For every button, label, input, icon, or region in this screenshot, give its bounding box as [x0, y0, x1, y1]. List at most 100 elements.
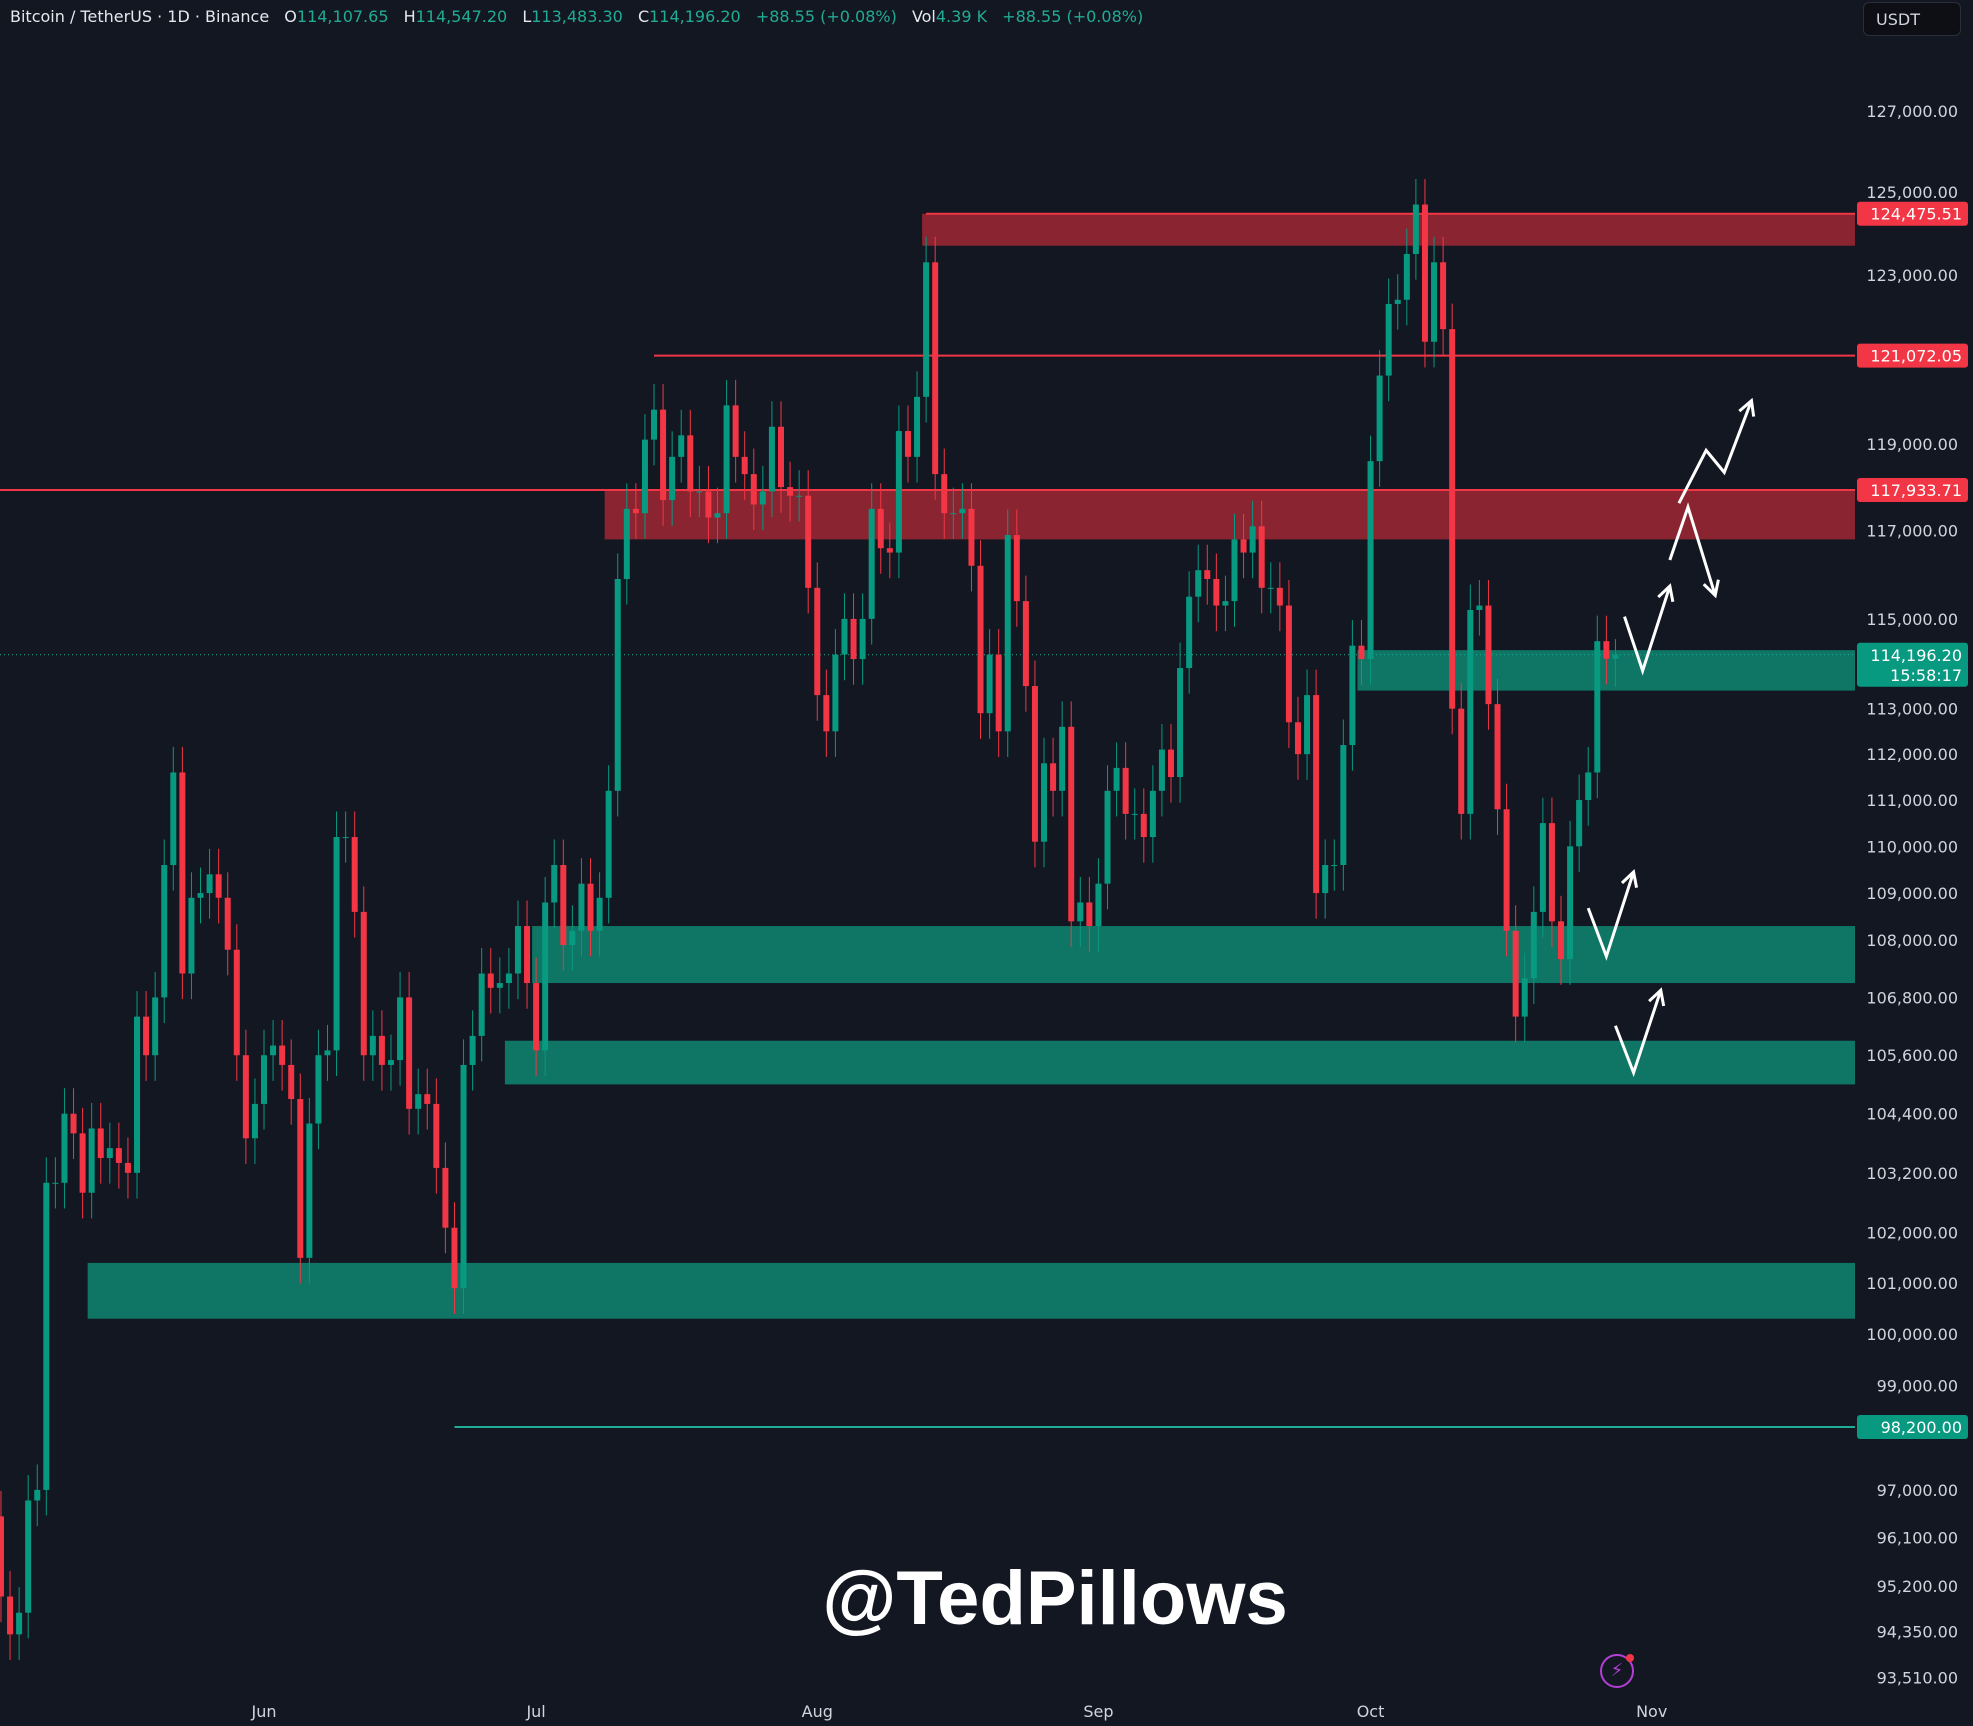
candle-body	[1086, 902, 1093, 927]
candle-body	[242, 1055, 249, 1139]
candle-body	[1603, 641, 1610, 659]
candle-body	[215, 874, 222, 898]
lightning-icon[interactable]: ⚡	[1600, 1654, 1634, 1688]
candle-body	[442, 1167, 449, 1228]
projection-path	[1668, 502, 1717, 596]
price-tag	[1857, 1414, 1968, 1439]
price-tag	[1857, 642, 1968, 687]
low-value: 113,483.30	[531, 7, 623, 26]
price-tag-label: 15:58:17	[1890, 666, 1962, 685]
candle-body	[1358, 645, 1365, 660]
candle-body	[25, 1500, 32, 1613]
candle-body	[16, 1612, 23, 1635]
candle-body	[850, 618, 857, 660]
candle-body	[932, 262, 939, 475]
candle-body	[324, 1050, 331, 1056]
candle-body	[832, 654, 839, 732]
candle-body	[1168, 749, 1174, 778]
x-tick-label: Aug	[802, 1702, 833, 1721]
arrowhead-icon	[1702, 579, 1720, 599]
candle-body	[524, 926, 531, 984]
arrowhead-icon	[1620, 869, 1639, 888]
candle-body	[134, 1016, 141, 1173]
price-tag-label: 114,196.20	[1870, 646, 1962, 665]
y-tick-label: 119,000.00	[1866, 435, 1958, 454]
x-tick-label: Oct	[1357, 1702, 1385, 1721]
candle-body	[868, 508, 875, 619]
candle-body	[995, 654, 1002, 732]
candle-body	[1204, 570, 1211, 579]
candle-body	[1013, 535, 1020, 602]
candle-body	[959, 508, 966, 514]
candle-body	[179, 772, 186, 974]
candle-body	[705, 491, 712, 518]
levels-layer	[0, 212, 1855, 1428]
price-tag	[1857, 477, 1968, 502]
candle-body	[1240, 539, 1247, 553]
candle-body	[1249, 526, 1256, 553]
candle-body	[787, 487, 794, 496]
candle-body	[814, 587, 821, 696]
candle-body	[115, 1148, 122, 1163]
candle-body	[1059, 726, 1066, 791]
candle-body	[7, 1596, 14, 1635]
x-tick-label: Nov	[1636, 1702, 1667, 1721]
candle-body	[641, 439, 648, 514]
candle-body	[61, 1113, 68, 1183]
candle-body	[877, 508, 884, 549]
y-tick-label: 99,000.00	[1877, 1376, 1958, 1395]
candle-body	[1294, 722, 1301, 755]
candle-body	[1131, 813, 1138, 815]
candle-body	[351, 837, 358, 912]
symbol-title: Bitcoin / TetherUS · 1D · Binance	[10, 7, 270, 26]
candle-body	[1222, 601, 1229, 606]
resistance-zone	[922, 213, 1855, 246]
candle-body	[542, 902, 549, 1051]
y-tick-label: 95,200.00	[1877, 1577, 1958, 1596]
candle-body	[904, 431, 911, 457]
candle-body	[478, 973, 485, 1036]
candle-body	[1322, 864, 1329, 894]
candle-body	[1050, 763, 1057, 791]
candle-body	[460, 1064, 467, 1289]
price-axis-labels: 127,000.00 125,000.00 123,000.00 119,000.00…	[1866, 102, 1958, 1687]
candle-body	[1458, 708, 1465, 814]
candle-body	[587, 883, 594, 931]
candle-body	[1213, 578, 1220, 606]
candle-body	[678, 435, 685, 457]
y-tick-label: 105,600.00	[1866, 1046, 1958, 1065]
y-tick-label: 103,200.00	[1866, 1164, 1958, 1183]
candle-body	[197, 893, 204, 898]
candle-body	[968, 508, 975, 566]
candle-body	[796, 495, 803, 497]
candle-body	[514, 926, 521, 974]
y-tick-label: 115,000.00	[1866, 610, 1958, 629]
y-tick-label: 112,000.00	[1866, 745, 1958, 764]
candle-body	[669, 456, 676, 501]
y-tick-label: 117,000.00	[1866, 522, 1958, 541]
zones-layer	[87, 213, 1856, 1319]
candle-body	[1331, 864, 1338, 866]
candle-body	[551, 864, 558, 903]
currency-button[interactable]: USDT	[1863, 2, 1961, 36]
candle-body	[34, 1489, 41, 1501]
x-tick-label: Sep	[1083, 1702, 1113, 1721]
candle-body	[1431, 262, 1438, 342]
candle-body	[270, 1045, 277, 1056]
x-tick-label: Jun	[251, 1702, 277, 1721]
candle-body	[1340, 745, 1347, 865]
candle-body	[750, 474, 757, 505]
price-tag	[1857, 343, 1968, 368]
candle-body	[1004, 535, 1011, 732]
candle-body	[859, 618, 866, 660]
price-axis[interactable]	[1855, 0, 1973, 1726]
candle-body	[923, 262, 930, 397]
candle-body	[560, 864, 567, 945]
price-tag-label: 124,475.51	[1870, 205, 1962, 224]
candle-body	[261, 1055, 267, 1104]
close-label: C	[637, 7, 650, 26]
candle-body	[1313, 695, 1320, 894]
candle-body	[79, 1133, 86, 1193]
candle-body	[1612, 654, 1619, 659]
